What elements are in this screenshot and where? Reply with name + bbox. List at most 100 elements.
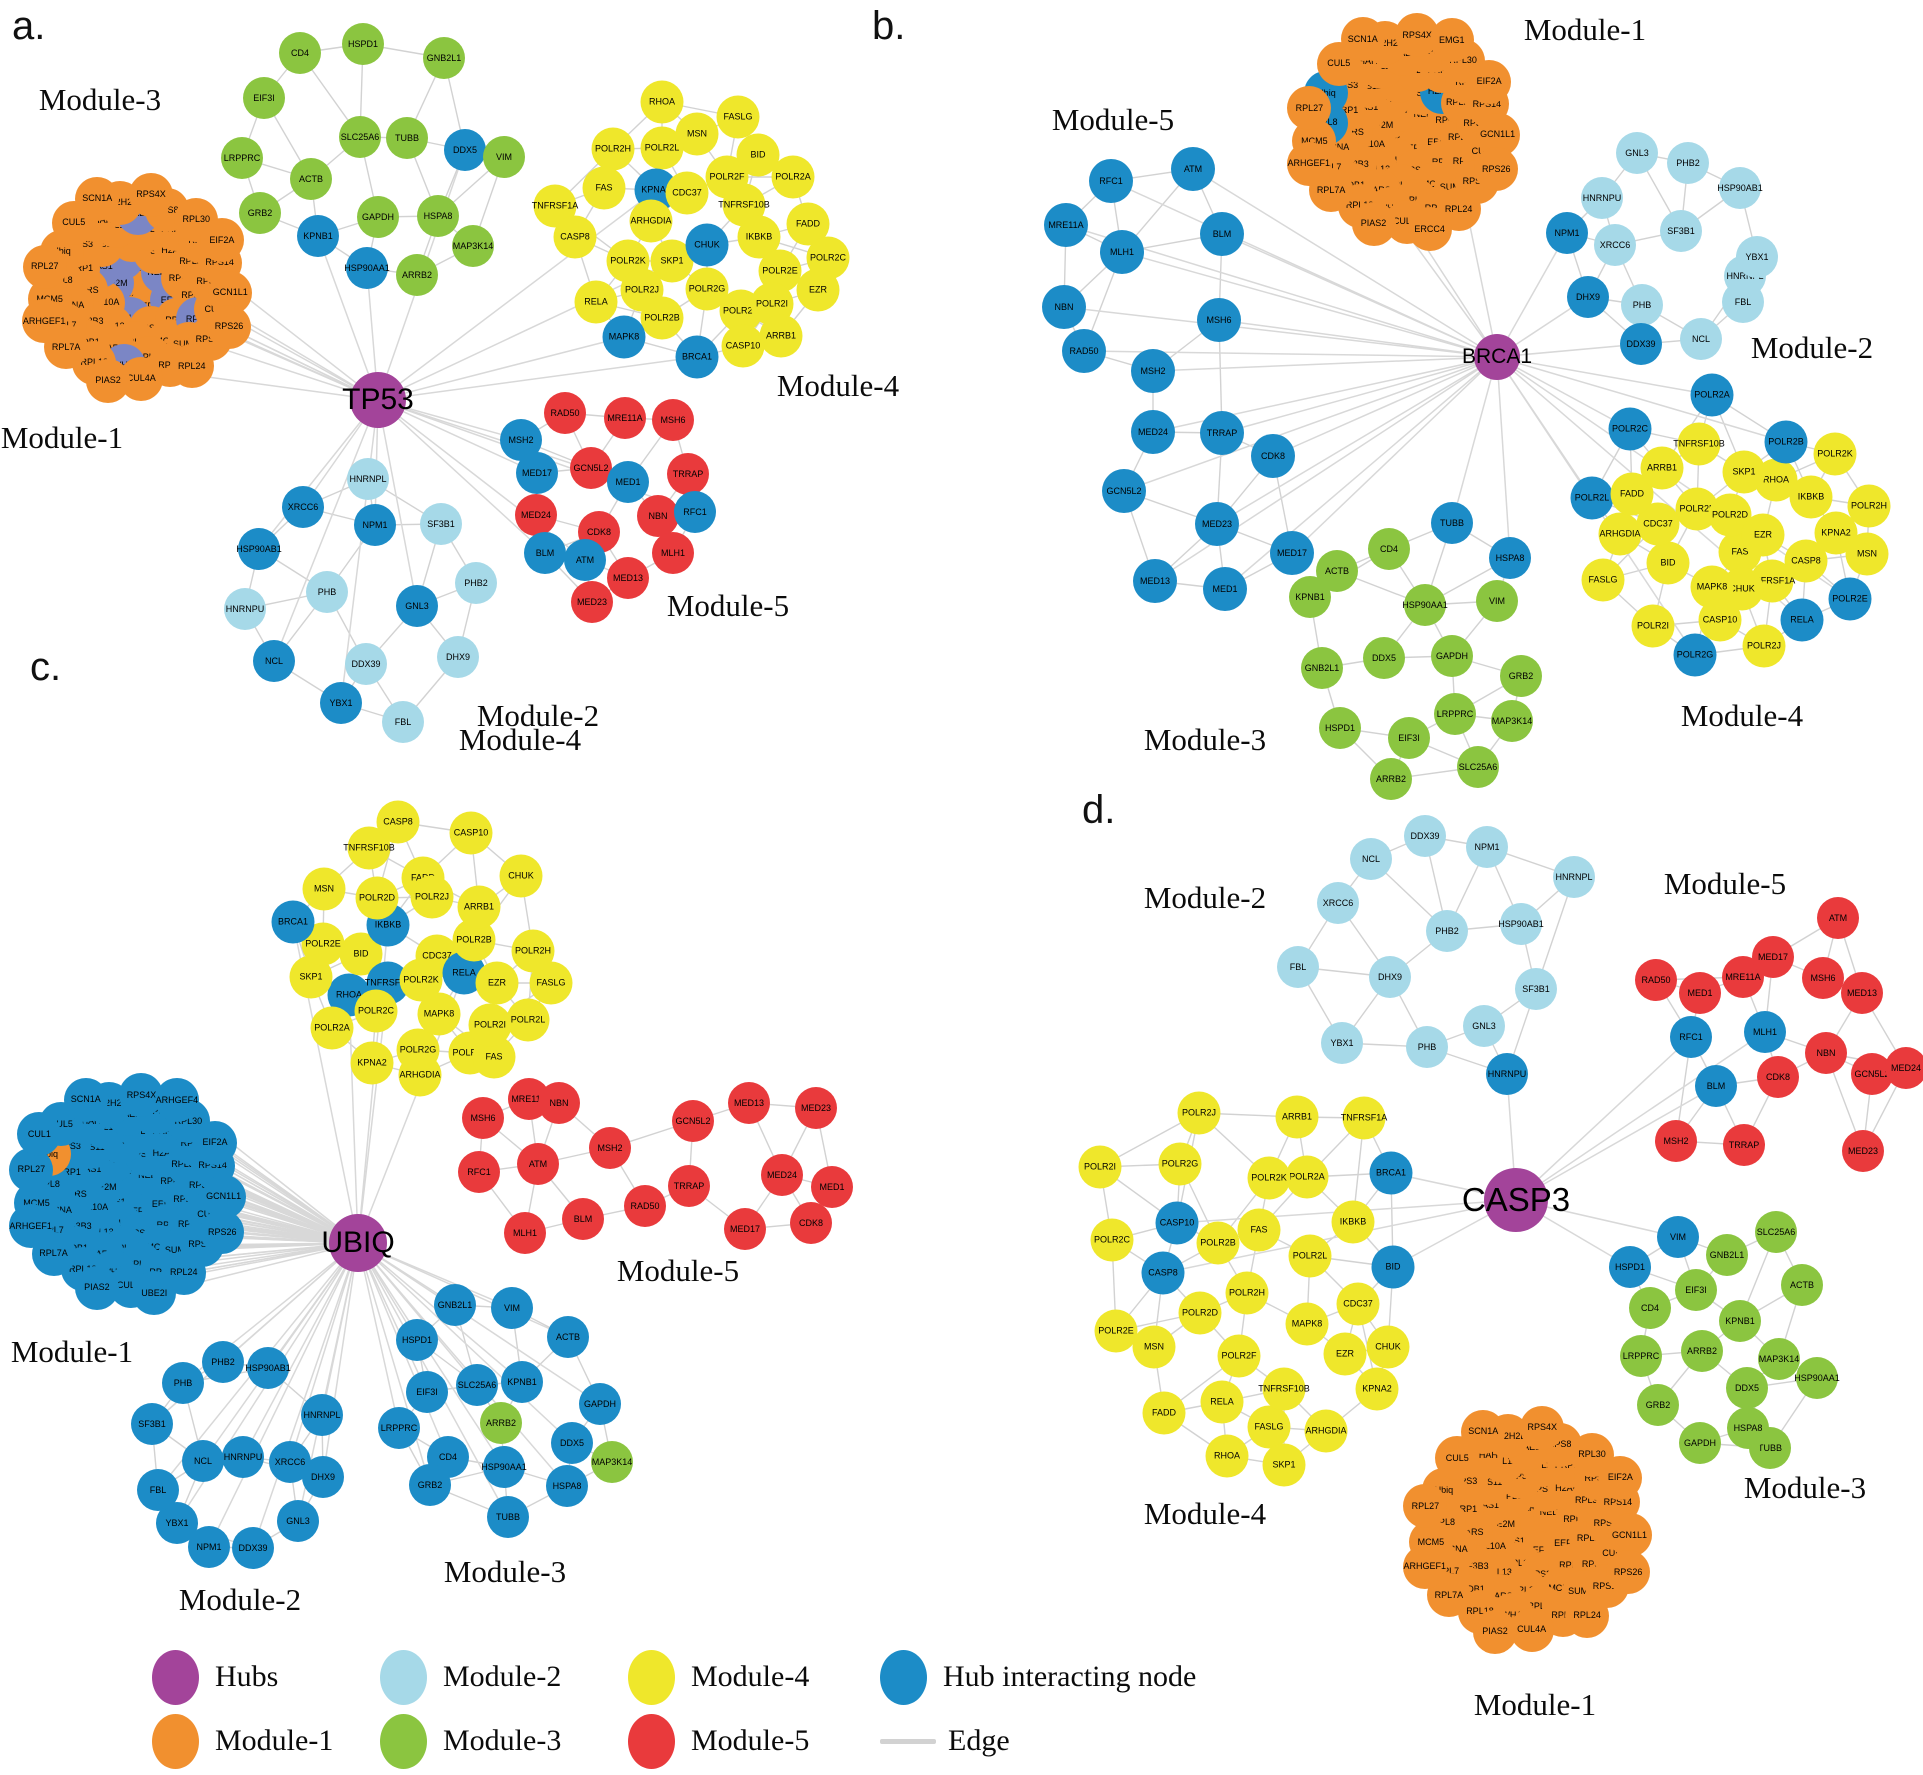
- node-polr2j: POLR2J: [1742, 624, 1786, 668]
- module-2-swatch-icon: [380, 1649, 427, 1705]
- node-atm: ATM: [1171, 147, 1215, 191]
- node-arrb2: ARRB2: [1370, 758, 1412, 800]
- node-med13: MED13: [607, 557, 649, 599]
- node-kpnb1: KPNB1: [501, 1361, 543, 1403]
- legend: Hubs Module-1 Module-2 Module-3 Module-4…: [152, 1645, 1220, 1773]
- node-msh2: MSH2: [589, 1127, 631, 1169]
- node-gnb2l1: GNB2L1: [1706, 1234, 1748, 1276]
- node-rela: RELA: [1780, 598, 1824, 642]
- panel-letter-b: b.: [872, 4, 906, 48]
- node-polr2a: POLR2A: [771, 155, 815, 199]
- hub-interacting-node-swatch-icon: [880, 1649, 927, 1705]
- node-ybx1: YBX1: [1736, 236, 1778, 278]
- node-rps26: RPS26: [206, 304, 251, 349]
- node-polr2j: POLR2J: [1177, 1091, 1221, 1135]
- node-ybx1: YBX1: [320, 682, 362, 724]
- node-gnb2l1: GNB2L1: [423, 37, 465, 79]
- module-label-c-module-1: Module-1: [10, 1334, 134, 1369]
- panel-letter-c: c.: [30, 645, 62, 689]
- node-arhgdia: ARHGDIA: [1598, 512, 1642, 556]
- node-map3k14: MAP3K14: [452, 225, 494, 267]
- node-med1: MED1: [1679, 972, 1721, 1014]
- node-hnrnpu: HNRNPU: [222, 1436, 264, 1478]
- hub-node-ubiq: [329, 1214, 387, 1272]
- legend-item-module-3: Module-3: [380, 1713, 628, 1769]
- node-casp8: CASP8: [376, 800, 420, 844]
- node-polr2l: POLR2L: [640, 126, 684, 170]
- node-nbn: NBN: [1042, 285, 1086, 329]
- node-ikbkb: IKBKB: [1331, 1200, 1375, 1244]
- module-label-b-module-5: Module-5: [1051, 102, 1175, 137]
- node-polr2c: POLR2C: [1090, 1218, 1134, 1262]
- node-brca1: BRCA1: [675, 335, 719, 379]
- node-hsp90aa1: HSP90AA1: [344, 247, 390, 289]
- module-label-b-module-3: Module-3: [1143, 722, 1267, 757]
- node-actb: ACTB: [290, 158, 332, 200]
- module-label-a-module-3: Module-3: [38, 82, 162, 117]
- node-kpna2: KPNA2: [1355, 1367, 1399, 1411]
- node-xrcc6: XRCC6: [282, 486, 324, 528]
- node-ybx1: YBX1: [1321, 1022, 1363, 1064]
- node-lrpprc: LRPPRC: [221, 137, 263, 179]
- node-rfc1: RFC1: [1670, 1016, 1712, 1058]
- node-nbn: NBN: [1805, 1032, 1847, 1074]
- node-rfc1: RFC1: [458, 1151, 500, 1193]
- node-grb2: GRB2: [239, 192, 281, 234]
- node-polr2e: POLR2E: [1094, 1309, 1138, 1353]
- node-map3k14: MAP3K14: [591, 1441, 633, 1483]
- panel-letter-d: d.: [1082, 788, 1116, 832]
- node-med23: MED23: [1195, 502, 1239, 546]
- legend-label: Hubs: [215, 1660, 279, 1693]
- node-med24: MED24: [761, 1154, 803, 1196]
- node-mlh1: MLH1: [1100, 230, 1144, 274]
- node-chuk: CHUK: [1366, 1325, 1410, 1369]
- node-ncl: NCL: [1350, 838, 1392, 880]
- node-gnl3: GNL3: [277, 1500, 319, 1542]
- node-blm: BLM: [1200, 212, 1244, 256]
- node-map3k14: MAP3K14: [1491, 700, 1533, 742]
- node-xrcc6: XRCC6: [1594, 224, 1636, 266]
- node-hspa8: HSPA8: [1727, 1407, 1769, 1449]
- module-label-a-module-5: Module-5: [666, 588, 790, 623]
- node-fadd: FADD: [1142, 1391, 1186, 1435]
- node-cdk8: CDK8: [1251, 434, 1295, 478]
- node-polr2g: POLR2G: [1673, 633, 1717, 677]
- node-cul4a: CUL4A: [1509, 1607, 1554, 1652]
- node-scn1a: SCN1A: [75, 176, 120, 221]
- node-ncl: NCL: [1680, 318, 1722, 360]
- node-sf3b1: SF3B1: [1515, 968, 1557, 1010]
- node-hspa8: HSPA8: [417, 195, 459, 237]
- node-med1: MED1: [607, 461, 649, 503]
- node-msh2: MSH2: [1131, 349, 1175, 393]
- node-rpl30: RPL30: [174, 197, 219, 242]
- node-msh6: MSH6: [1802, 957, 1844, 999]
- node-cd4: CD4: [279, 32, 321, 74]
- node-arrb1: ARRB1: [1275, 1095, 1319, 1139]
- node-chuk: CHUK: [685, 223, 729, 267]
- node-faslg: FASLG: [716, 95, 760, 139]
- node-cd4: CD4: [1629, 1287, 1671, 1329]
- node-casp8: CASP8: [553, 215, 597, 259]
- node-casp8: CASP8: [1141, 1251, 1185, 1295]
- node-polr2a: POLR2A: [1285, 1155, 1329, 1199]
- node-arhgdia: ARHGDIA: [1304, 1409, 1348, 1453]
- node-skp1: SKP1: [1262, 1443, 1306, 1487]
- node-hspd1: HSPD1: [1319, 707, 1361, 749]
- node-mlh1: MLH1: [652, 532, 694, 574]
- node-cul4a: CUL4A: [119, 356, 164, 401]
- node-ddx39: DDX39: [232, 1527, 274, 1569]
- node-map3k14: MAP3K14: [1758, 1338, 1800, 1380]
- node-blm: BLM: [562, 1198, 604, 1240]
- node-hsp90ab1: HSP90AB1: [245, 1347, 291, 1389]
- node-hspd1: HSPD1: [1609, 1246, 1651, 1288]
- node-arrb1: ARRB1: [759, 314, 803, 358]
- node-casp10: CASP10: [1155, 1201, 1199, 1245]
- node-med13: MED13: [1841, 972, 1883, 1014]
- node-dhx9: DHX9: [1369, 956, 1411, 998]
- node-skp1: SKP1: [1722, 450, 1766, 494]
- node-npm1: NPM1: [354, 504, 396, 546]
- node-polr2k: POLR2K: [1813, 432, 1857, 476]
- node-med13: MED13: [728, 1082, 770, 1124]
- hub-node-casp3: [1484, 1168, 1548, 1232]
